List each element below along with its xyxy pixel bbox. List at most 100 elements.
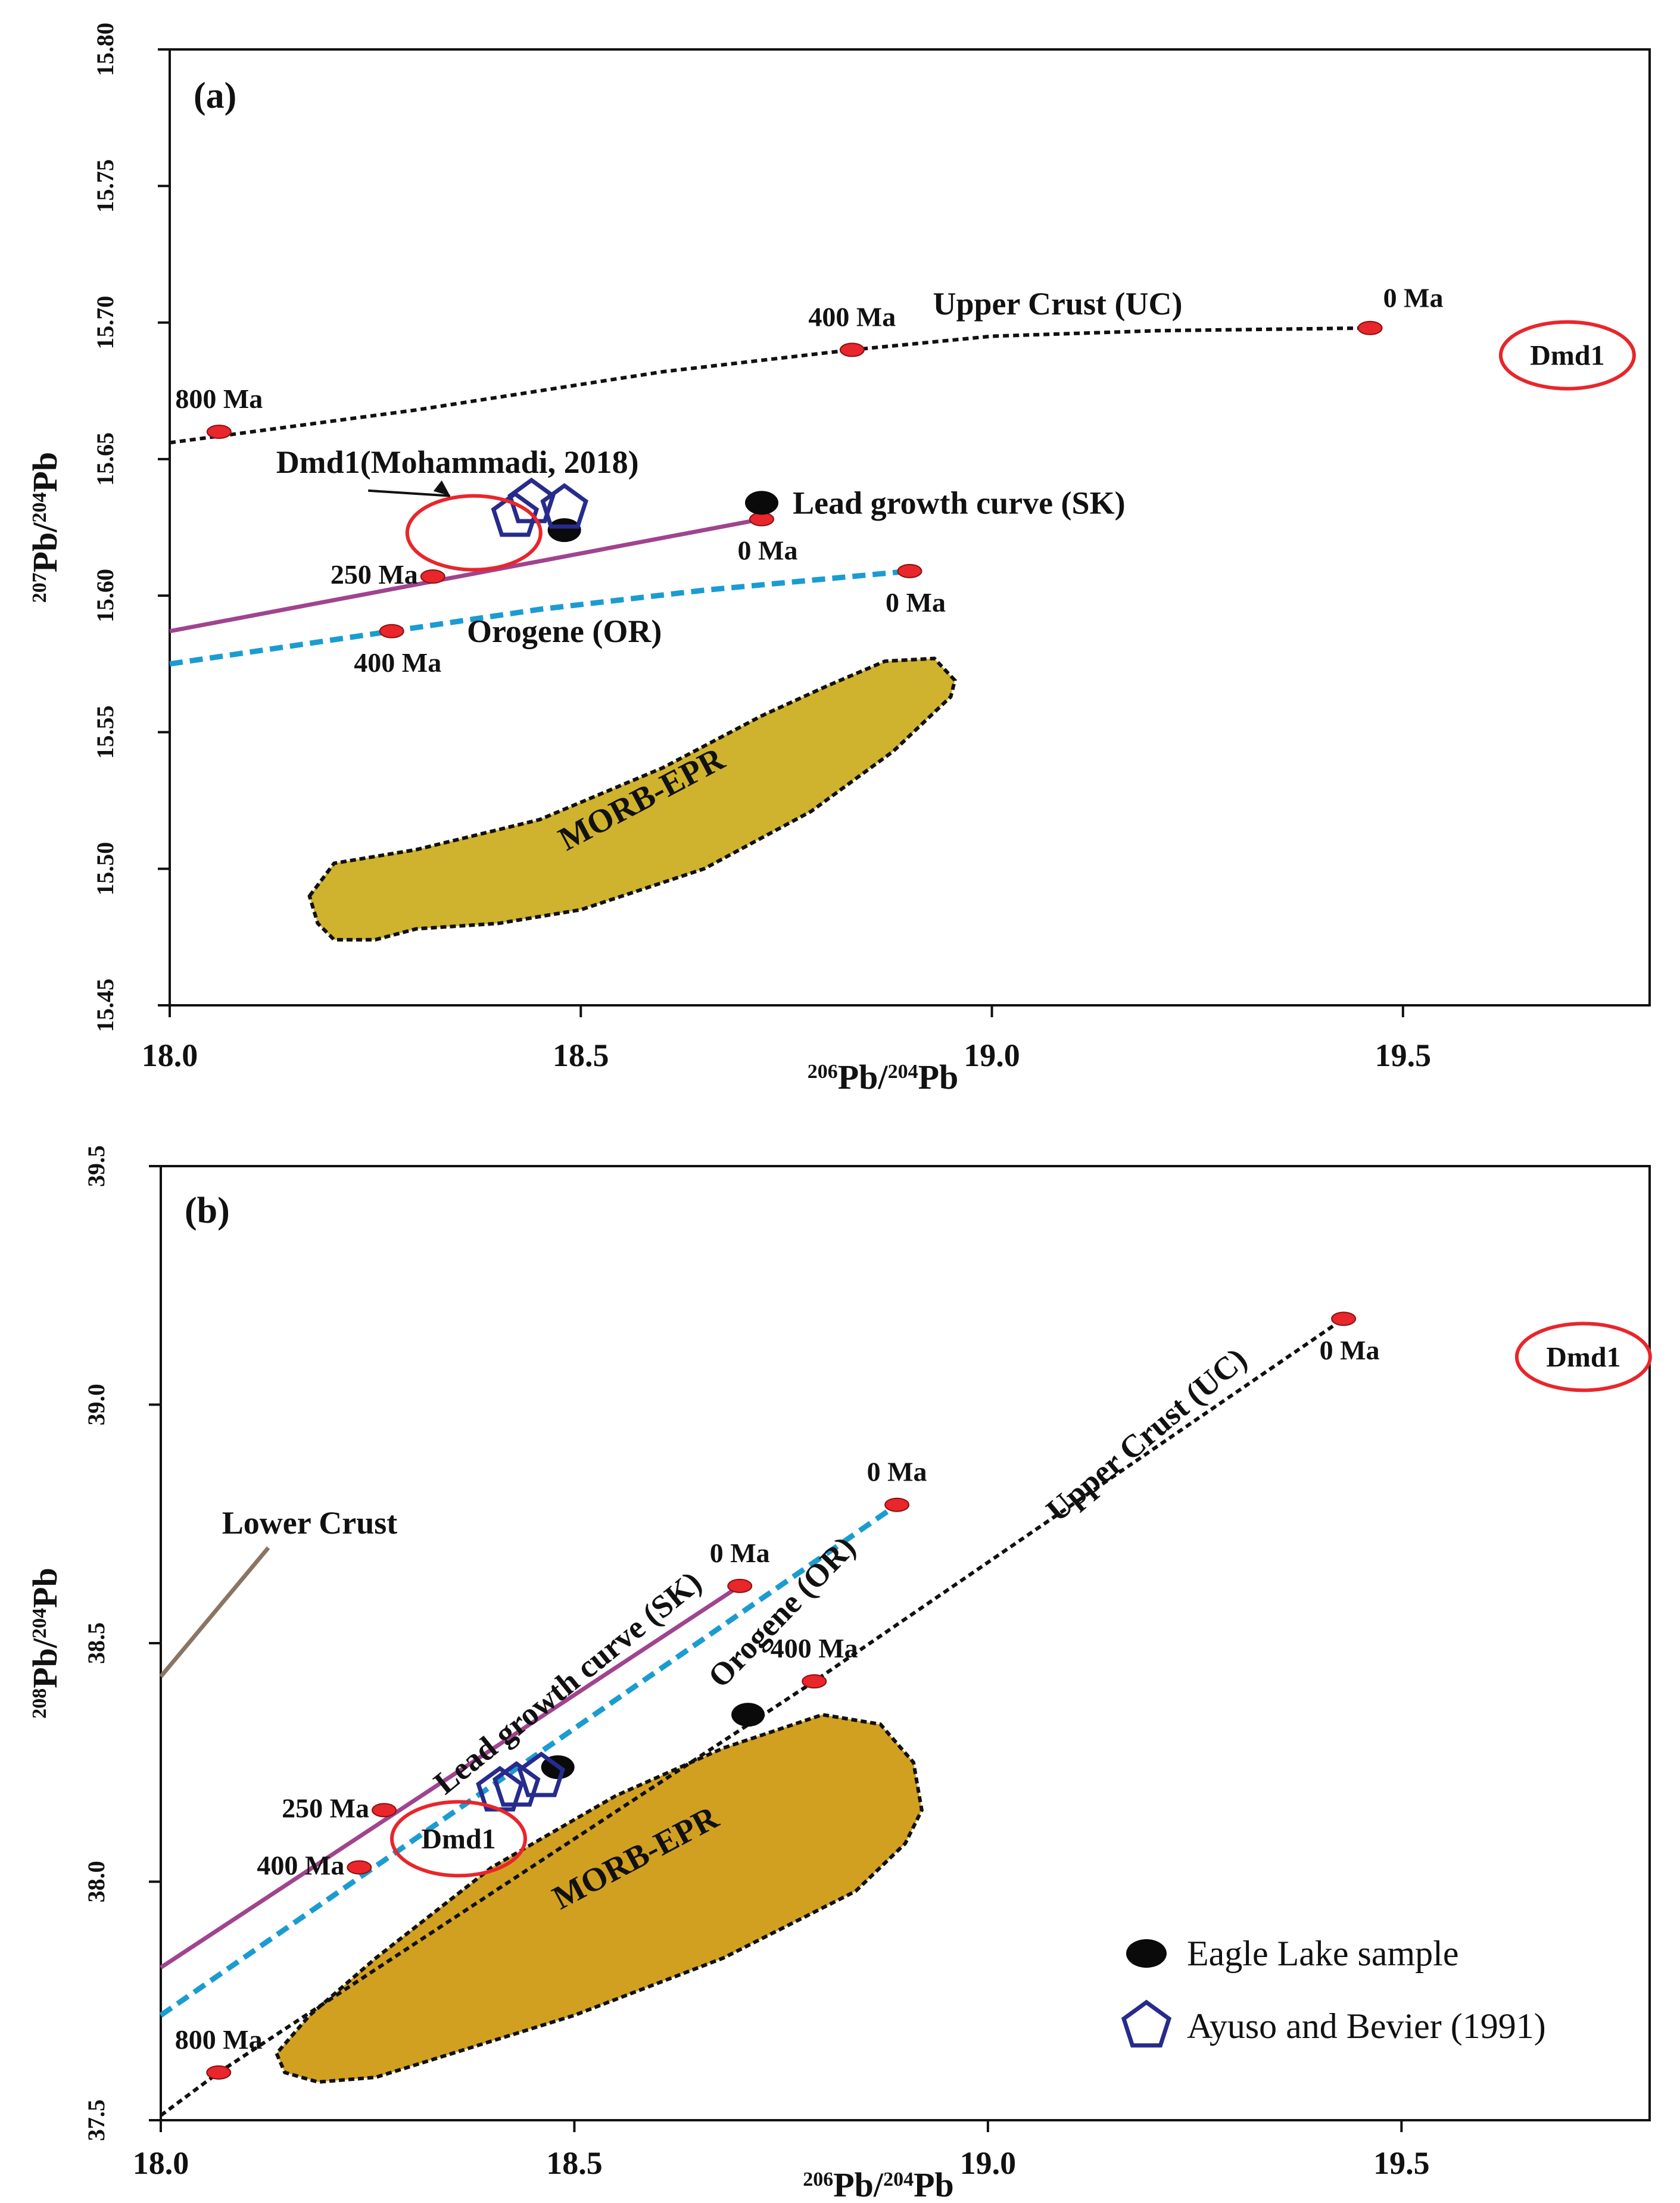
panel-label: (a) — [194, 76, 236, 116]
x-axis-label: 206Pb/204Pb — [808, 1058, 959, 1096]
lower-crust-curve — [159, 1546, 270, 1678]
annotation-label: Dmd1(Mohammadi, 2018) — [276, 444, 639, 480]
axis-label-part: Pb/ — [838, 1058, 889, 1096]
axis-label-part: Pb — [26, 452, 64, 493]
legend-eagle-lake-marker — [1126, 1939, 1167, 1968]
dmd1-label: Dmd1 — [1546, 1341, 1620, 1373]
age-marker-label: 800 Ma — [175, 384, 263, 414]
axis-label-part: 208 — [29, 1688, 51, 1719]
axis-label-part: Pb — [914, 2165, 954, 2203]
y-tick-label: 38.0 — [83, 1861, 110, 1903]
y-tick-label: 37.5 — [83, 2099, 110, 2141]
y-tick-label: 15.55 — [92, 705, 119, 759]
annotation-label: Lead growth curve (SK) — [793, 485, 1125, 521]
age-marker-label: 400 Ma — [771, 1633, 858, 1663]
y-tick-label: 15.75 — [92, 159, 119, 213]
y-tick-label: 15.45 — [92, 979, 119, 1032]
axis-label-part: 204 — [883, 2168, 914, 2190]
legend-label: Eagle Lake sample — [1187, 1934, 1458, 1973]
axis-label-part: 206 — [808, 1061, 838, 1083]
age-marker — [379, 624, 404, 638]
x-tick-label: 18.5 — [553, 1037, 609, 1073]
axis-label-part: Pb/ — [26, 1638, 64, 1688]
upper-crust-uc-curve — [160, 1317, 1345, 2117]
x-tick-label: 19.5 — [1373, 2145, 1430, 2181]
y-tick-label: 38.5 — [83, 1622, 110, 1664]
dmd1-circle — [1498, 320, 1636, 391]
legend-label: Ayuso and Bevier (1991) — [1187, 2006, 1546, 2046]
axis-label-part: 204 — [29, 1608, 51, 1638]
age-marker — [897, 563, 922, 578]
ayuso-bevier-sample — [517, 1751, 566, 1797]
plot-frame — [169, 48, 1651, 1007]
orogene-or-curve — [169, 568, 910, 667]
age-marker — [839, 342, 865, 357]
y-axis-label: 207Pb/204Pb — [26, 452, 64, 603]
age-marker — [1357, 320, 1383, 335]
x-tick-label: 18.0 — [133, 2145, 189, 2181]
ayuso-bevier-sample — [492, 1760, 541, 1807]
y-tick-label: 15.70 — [92, 296, 119, 350]
age-marker-label: 400 Ma — [257, 1850, 344, 1880]
axis-label-part: Pb/ — [833, 2165, 884, 2203]
age-marker-label: 0 Ma — [1320, 1335, 1380, 1365]
y-tick-label: 15.65 — [92, 432, 119, 486]
axis-label-part: 204 — [888, 1061, 918, 1083]
x-tick-label: 18.5 — [546, 2145, 603, 2181]
eagle-lake-sample — [731, 1703, 765, 1727]
x-tick-label: 19.5 — [1375, 1037, 1432, 1073]
dmd1-label: Dmd1 — [421, 1823, 495, 1855]
y-axis-label: 208Pb/204Pb — [26, 1568, 64, 1719]
annotation-arrow — [368, 489, 450, 497]
annotation-label: Lower Crust — [222, 1505, 397, 1541]
age-marker-label: 250 Ma — [282, 1793, 369, 1823]
ayuso-bevier-sample — [491, 491, 540, 537]
age-marker — [347, 1860, 372, 1875]
age-marker-label: 0 Ma — [867, 1457, 927, 1487]
x-tick-label: 18.0 — [142, 1037, 198, 1073]
age-marker — [1331, 1311, 1357, 1326]
age-marker-label: 250 Ma — [331, 559, 418, 590]
morb-epr-field — [274, 1713, 924, 2084]
annotation-arrowhead — [433, 480, 450, 496]
age-marker-label: 800 Ma — [175, 2024, 263, 2055]
x-tick-label: 19.0 — [964, 1037, 1020, 1073]
age-marker-label: 400 Ma — [808, 301, 896, 332]
morb-epr-field — [307, 656, 957, 942]
age-marker — [420, 569, 445, 584]
eagle-lake-sample — [745, 491, 778, 515]
legend-ayuso-bevier-marker — [1121, 1999, 1172, 2048]
age-marker — [727, 1578, 753, 1593]
axis-label-part: Pb — [26, 1568, 64, 1608]
x-tick-label: 19.0 — [960, 2145, 1017, 2181]
age-marker-label: 400 Ma — [354, 647, 441, 678]
axis-label-part: Pb/ — [26, 522, 64, 573]
axis-label-part: Pb — [918, 1058, 959, 1096]
age-marker — [206, 2065, 232, 2080]
y-tick-label: 15.50 — [92, 842, 119, 896]
y-tick-label: 15.60 — [92, 569, 119, 622]
orogene-or-curve — [159, 1503, 899, 2018]
lead-growth-curve-sk-curve — [169, 517, 762, 634]
y-tick-label: 39.5 — [83, 1145, 110, 1187]
ayuso-bevier-sample — [540, 483, 588, 529]
age-marker-label: 0 Ma — [738, 535, 798, 566]
annotation-label: Upper Crust (UC) — [933, 286, 1183, 322]
age-marker-label: 0 Ma — [886, 587, 946, 618]
dmd1-circle — [1514, 1322, 1652, 1392]
lead-growth-curve-sk-curve — [160, 1584, 741, 1970]
annotation-label: Orogene (OR) — [467, 613, 662, 649]
age-marker — [206, 425, 232, 439]
age-marker — [372, 1803, 397, 1818]
age-marker — [802, 1674, 827, 1689]
axis-label-part: 204 — [29, 492, 51, 522]
dmd1-label: Dmd1 — [1530, 340, 1604, 372]
y-tick-label: 39.0 — [83, 1384, 110, 1426]
panel-label: (b) — [185, 1191, 230, 1231]
axis-label-part: 207 — [29, 572, 51, 603]
dmd1-circle — [405, 494, 543, 572]
age-marker-label: 0 Ma — [1383, 283, 1444, 313]
panel-b: 0 Ma 0 Ma 0 Ma 400 Ma 250 Ma 400 Ma 800 Ma Dmd1… — [26, 1145, 1652, 2203]
dmd1-circle — [390, 1800, 527, 1878]
